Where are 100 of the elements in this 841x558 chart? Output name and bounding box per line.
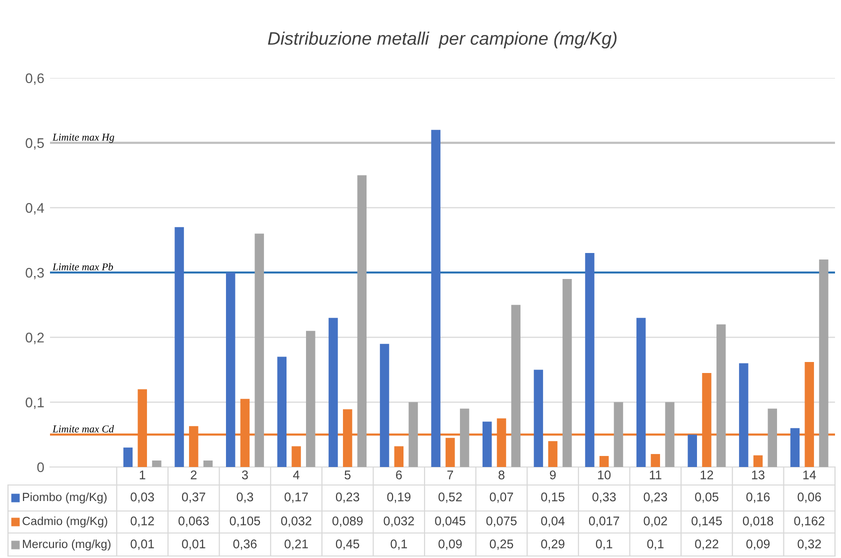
data-label: 0,03 xyxy=(130,492,154,503)
chart-title: Distribuzione metalli per campione (mg/Kg) xyxy=(268,32,617,48)
data-label: 0,15 xyxy=(541,492,564,503)
data-label: 0,29 xyxy=(541,540,564,550)
data-label: 0,1 xyxy=(647,540,664,550)
bar xyxy=(768,408,778,467)
bar xyxy=(548,441,558,467)
y-tick-label: 0,2 xyxy=(26,332,44,344)
data-label: 0,37 xyxy=(182,492,206,503)
y-tick-label: 0,4 xyxy=(26,203,44,214)
bar xyxy=(152,460,162,467)
data-label: 0,07 xyxy=(490,492,514,503)
data-label: 0,3 xyxy=(236,492,254,503)
data-label: 0,01 xyxy=(182,540,206,550)
bar xyxy=(328,318,338,467)
data-label: 0,12 xyxy=(130,516,154,527)
data-label: 0,01 xyxy=(130,540,154,550)
bar xyxy=(431,130,440,467)
y-tick-label: 0,5 xyxy=(26,138,44,150)
x-tick-label: 6 xyxy=(396,470,402,480)
bar xyxy=(357,175,367,467)
data-label: 0,36 xyxy=(233,540,257,550)
y-tick-label: 0,6 xyxy=(26,73,44,85)
data-label: 0,25 xyxy=(490,540,514,550)
data-label: 0,22 xyxy=(695,540,718,550)
data-label: 0,45 xyxy=(336,540,360,550)
bar xyxy=(753,455,763,467)
bar xyxy=(306,330,316,467)
ref-line-label: Limite max Hg xyxy=(52,134,114,143)
x-tick-label: 11 xyxy=(650,470,662,480)
y-tick-label: 0,3 xyxy=(26,268,44,280)
bar xyxy=(123,448,133,467)
data-label: 0,1 xyxy=(390,540,407,550)
x-tick-label: 5 xyxy=(344,470,351,480)
data-label: 0,02 xyxy=(644,516,667,527)
x-tick-label: 3 xyxy=(242,470,248,480)
bar xyxy=(665,402,674,467)
bar xyxy=(716,324,726,467)
x-tick-label: 14 xyxy=(803,470,816,480)
bar xyxy=(277,356,287,467)
bar xyxy=(511,304,520,467)
bar xyxy=(460,408,470,467)
bar xyxy=(688,434,697,467)
bar xyxy=(600,456,609,467)
y-tick-label: 0 xyxy=(37,462,44,472)
data-label: 0,075 xyxy=(486,516,517,527)
bar xyxy=(636,318,646,467)
data-label: 0,05 xyxy=(695,492,718,503)
bar xyxy=(739,363,748,467)
data-label: 0,032 xyxy=(281,516,312,527)
bar xyxy=(380,344,390,467)
x-tick-label: 12 xyxy=(700,470,714,480)
bar xyxy=(203,460,213,467)
bar xyxy=(446,438,455,467)
data-label: 0,018 xyxy=(742,516,774,527)
x-tick-label: 4 xyxy=(293,470,300,480)
data-label: 0,32 xyxy=(798,540,821,550)
data-label: 0,23 xyxy=(644,492,668,503)
data-label: 0,09 xyxy=(746,540,770,550)
bar xyxy=(482,422,492,467)
bar xyxy=(534,370,544,467)
bar xyxy=(585,253,594,467)
bar xyxy=(408,402,418,467)
x-tick-label: 7 xyxy=(447,470,454,480)
x-tick-label: 2 xyxy=(190,470,197,480)
bar xyxy=(292,446,301,467)
data-label: 0,09 xyxy=(438,540,462,550)
x-tick-label: 1 xyxy=(140,470,146,480)
data-label: 0,017 xyxy=(588,516,620,527)
bar xyxy=(650,454,660,467)
data-label: 0,162 xyxy=(794,516,824,527)
data-label: 0,105 xyxy=(230,516,260,527)
data-label: 0,045 xyxy=(435,516,466,527)
data-label: 0,06 xyxy=(798,492,821,503)
data-label: 0,19 xyxy=(387,492,410,503)
legend-label: Cadmio (mg/Kg) xyxy=(22,516,108,528)
bar xyxy=(562,278,572,467)
ref-line-label: Limite max Pb xyxy=(52,263,114,270)
x-tick-label: 8 xyxy=(498,470,504,480)
data-label: 0,21 xyxy=(284,540,308,550)
x-tick-label: 10 xyxy=(598,470,611,480)
bar xyxy=(790,428,800,467)
data-label: 0,1 xyxy=(596,540,612,550)
data-label: 0,17 xyxy=(284,492,308,503)
bar xyxy=(819,260,828,467)
data-label: 0,063 xyxy=(178,516,209,527)
bar xyxy=(614,402,624,467)
data-label: 0,16 xyxy=(746,492,770,503)
bar xyxy=(226,272,236,467)
data-label: 0,145 xyxy=(692,516,722,527)
bar xyxy=(174,227,184,467)
data-label: 0,23 xyxy=(336,492,360,503)
y-tick-label: 0,1 xyxy=(26,398,44,409)
legend-label: Piombo (mg/Kg) xyxy=(22,492,107,504)
data-label: 0,33 xyxy=(592,492,616,503)
data-label: 0,52 xyxy=(438,492,462,503)
legend-label: Mercurio (mg/kg) xyxy=(22,539,110,551)
bar xyxy=(394,446,404,467)
data-label: 0,089 xyxy=(332,516,363,527)
x-tick-label: 9 xyxy=(550,470,556,480)
